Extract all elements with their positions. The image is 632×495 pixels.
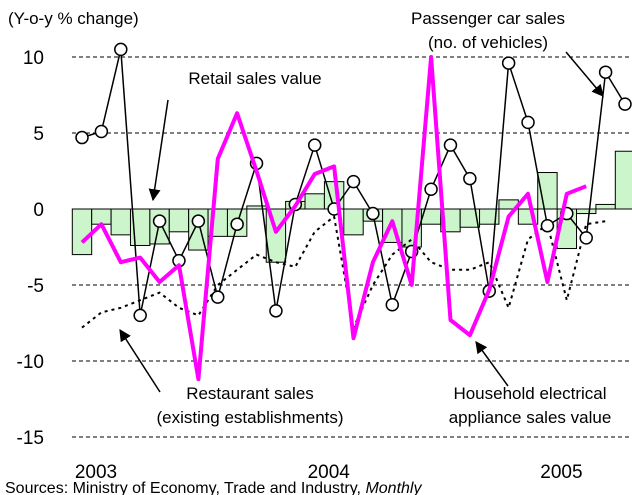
bar: [304, 193, 325, 210]
marker: [540, 218, 555, 233]
marker: [269, 304, 283, 318]
annotation: appliance sales value: [449, 408, 612, 427]
annotation: (no. of vehicles): [428, 33, 548, 52]
bar: [343, 208, 364, 236]
y-tick-label: 10: [23, 48, 44, 69]
marker: [230, 217, 244, 231]
annotation: Household electrical: [453, 384, 606, 403]
marker: [598, 65, 613, 79]
annotation: Restaurant sales: [186, 384, 314, 403]
marker: [521, 115, 535, 130]
bar: [91, 208, 112, 225]
bar: [110, 208, 131, 236]
marker: [366, 206, 380, 221]
y-tick-label: -10: [17, 352, 44, 373]
arrow: [119, 328, 161, 393]
marker: [307, 138, 322, 152]
marker: [152, 214, 167, 228]
y-axis-label: (Y-o-y % change): [8, 9, 139, 28]
x-tick-label: 2005: [540, 462, 582, 483]
marker: [191, 214, 206, 228]
bar: [246, 205, 267, 210]
line: [81, 214, 606, 331]
marker: [385, 298, 400, 312]
y-tick-label: -5: [27, 276, 44, 297]
marker: [424, 182, 438, 196]
y-tick-label: 0: [33, 200, 44, 221]
arrow: [148, 99, 169, 202]
arrow: [475, 341, 509, 387]
source-text: Sources: Ministry of Economy, Trade and …: [5, 480, 365, 495]
marker: [75, 130, 89, 145]
arrow: [565, 51, 604, 97]
annotation: (existing establishments): [156, 408, 343, 427]
marker: [463, 171, 477, 186]
source: Sources: Ministry of Economy, Trade and …: [5, 480, 422, 495]
annotation: Retail sales value: [188, 69, 321, 88]
y-tick-label: -15: [17, 428, 44, 449]
marker: [133, 308, 147, 323]
bar: [479, 208, 500, 225]
source-text: Monthly: [365, 480, 422, 495]
y-tick-label: 5: [33, 124, 44, 145]
marker: [443, 138, 458, 152]
marker: [346, 174, 361, 189]
marker: [618, 97, 632, 111]
bar: [71, 208, 93, 256]
bar: [595, 203, 616, 210]
marker: [114, 42, 128, 57]
x-tick-label: 2003: [75, 462, 117, 483]
marker: [579, 231, 593, 245]
x-tick-label: 2004: [308, 462, 351, 483]
bar: [168, 208, 190, 233]
annotation: Passenger car sales: [411, 9, 565, 28]
bar: [576, 208, 597, 215]
marker: [94, 124, 109, 139]
bar: [614, 150, 632, 210]
line: [80, 55, 587, 382]
marker: [211, 290, 225, 304]
marker: [501, 56, 516, 70]
